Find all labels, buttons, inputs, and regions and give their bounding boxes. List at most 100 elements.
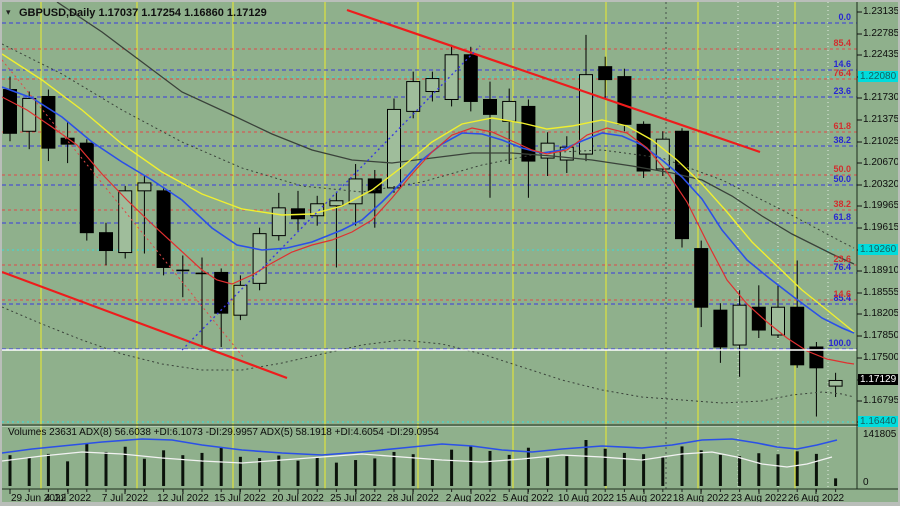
- volume-bar: [450, 449, 454, 486]
- candle-body-bull: [22, 97, 37, 132]
- volume-bar: [296, 460, 300, 486]
- date-axis-label: 2 Aug 2022: [445, 493, 497, 504]
- candle-body-bull: [310, 203, 325, 217]
- price-axis-label: 1.16795: [863, 395, 900, 406]
- candle-body-bull: [579, 74, 593, 155]
- date-axis-label: 4 Jul 2022: [44, 493, 92, 504]
- fib-label-blue: 23.6: [833, 86, 851, 96]
- volume-bar: [334, 462, 338, 486]
- volume-bar: [834, 478, 838, 486]
- volume-bar: [238, 456, 242, 486]
- date-axis-label: 20 Jul 2022: [272, 493, 324, 504]
- candle-body-bull: [252, 233, 267, 284]
- price-axis-label: 1.21730: [863, 92, 900, 103]
- volume-bar: [8, 455, 12, 486]
- candle-body-bear: [3, 89, 17, 134]
- fib-label-blue: 100.0: [828, 338, 851, 348]
- price-axis-label: 1.18555: [863, 287, 900, 298]
- date-axis-label: 15 Jul 2022: [214, 493, 266, 504]
- candle-body-bear: [521, 105, 536, 162]
- volume-bar: [373, 458, 377, 486]
- downtrend-line-red-dotted: [2, 59, 245, 359]
- candle-body-bear: [483, 98, 497, 115]
- volume-bar: [699, 450, 703, 486]
- price-axis-label: 1.20320: [863, 179, 900, 190]
- fib-label-blue: 76.4: [833, 262, 851, 272]
- date-axis-label: 7 Jul 2022: [101, 493, 149, 504]
- candle-body-bear: [617, 76, 632, 125]
- date-axis-label: 28 Jul 2022: [387, 493, 439, 504]
- volume-bar: [776, 454, 780, 486]
- price-axis-label: 1.22435: [863, 49, 900, 60]
- volume-bar: [46, 453, 50, 486]
- candle-body-bear: [367, 178, 382, 194]
- volume-bar: [104, 451, 108, 486]
- candle-body-bull: [828, 379, 843, 387]
- volume-bar: [738, 456, 742, 486]
- fib-label-red: 14.6: [833, 289, 851, 299]
- candle-body-bull: [271, 207, 286, 237]
- candle-body-bear: [675, 130, 689, 240]
- uptrend-line-blue-dotted: [181, 45, 481, 351]
- candle-body-bear: [99, 232, 113, 252]
- candle-body-bear: [751, 306, 766, 331]
- date-axis-label: 29 Jun 2022: [11, 493, 67, 504]
- candle-body-bull: [732, 304, 747, 346]
- candle-body-bear: [463, 54, 478, 102]
- candle-body-bull: [444, 54, 459, 100]
- price-axis-label: 1.20670: [863, 157, 900, 168]
- volume-axis-max-label: 141805: [863, 429, 897, 440]
- ma-dark-dotted-upper: [2, 43, 855, 249]
- fib-label-red: 50.0: [833, 164, 851, 174]
- volume-bar: [27, 457, 31, 486]
- candle-body-bear: [156, 190, 171, 268]
- volume-axis-zero-label: 0: [863, 477, 869, 488]
- volume-bar: [315, 457, 319, 486]
- adx-line-white: [2, 451, 833, 468]
- price-axis-label-indicator: 1.22080: [858, 71, 898, 82]
- fib-label-blue: 0.0: [838, 12, 851, 22]
- candle-body-bear: [790, 306, 805, 366]
- ma-dark-dotted-lower: [2, 306, 855, 404]
- volume-bar: [488, 450, 492, 486]
- date-axis-label: 25 Jul 2022: [330, 493, 382, 504]
- volume-bar: [258, 458, 262, 486]
- ma-red: [2, 96, 855, 365]
- candle-body-bear: [694, 248, 709, 308]
- price-axis-label: 1.21375: [863, 114, 900, 125]
- candle-body-bear: [214, 271, 229, 314]
- price-axis-label: 1.22785: [863, 28, 900, 39]
- volume-bar: [661, 457, 665, 486]
- candle-body-bear: [636, 123, 651, 172]
- volume-bar: [469, 445, 473, 486]
- date-axis-label: 26 Aug 2022: [787, 493, 845, 504]
- volume-bar: [584, 440, 588, 486]
- indicator-header: Volumes 23631 ADX(8) 56.6038 +DI:6.1073 …: [8, 427, 439, 438]
- price-axis-label: 1.18205: [863, 308, 900, 319]
- candle-body-bull: [387, 108, 401, 189]
- candle-body-bull: [329, 200, 344, 207]
- ma-yellow: [2, 53, 855, 333]
- volume-bar: [219, 447, 223, 486]
- volume-bar: [430, 459, 434, 486]
- price-axis-label: 1.19965: [863, 200, 900, 211]
- downtrend-line-right: [346, 8, 761, 154]
- date-axis-label: 15 Aug 2022: [615, 493, 673, 504]
- price-axis-label: 1.19615: [863, 222, 900, 233]
- volume-bar: [507, 454, 511, 486]
- candle-body-bull: [137, 182, 152, 192]
- date-axis-label: 5 Aug 2022: [502, 493, 554, 504]
- volume-bar: [814, 453, 818, 486]
- fib-label-red: 61.8: [833, 121, 851, 131]
- volume-bar: [565, 456, 569, 486]
- fib-label-red: 85.4: [833, 38, 851, 48]
- ma-dark-solid: [56, 2, 855, 265]
- symbol-dropdown-icon[interactable]: ▾: [6, 7, 11, 17]
- volume-bar: [642, 454, 646, 486]
- volume-bar: [66, 461, 70, 486]
- volume-bar: [526, 447, 530, 486]
- fib-label-blue: 38.2: [833, 135, 851, 145]
- fib-label-red: 76.4: [833, 68, 851, 78]
